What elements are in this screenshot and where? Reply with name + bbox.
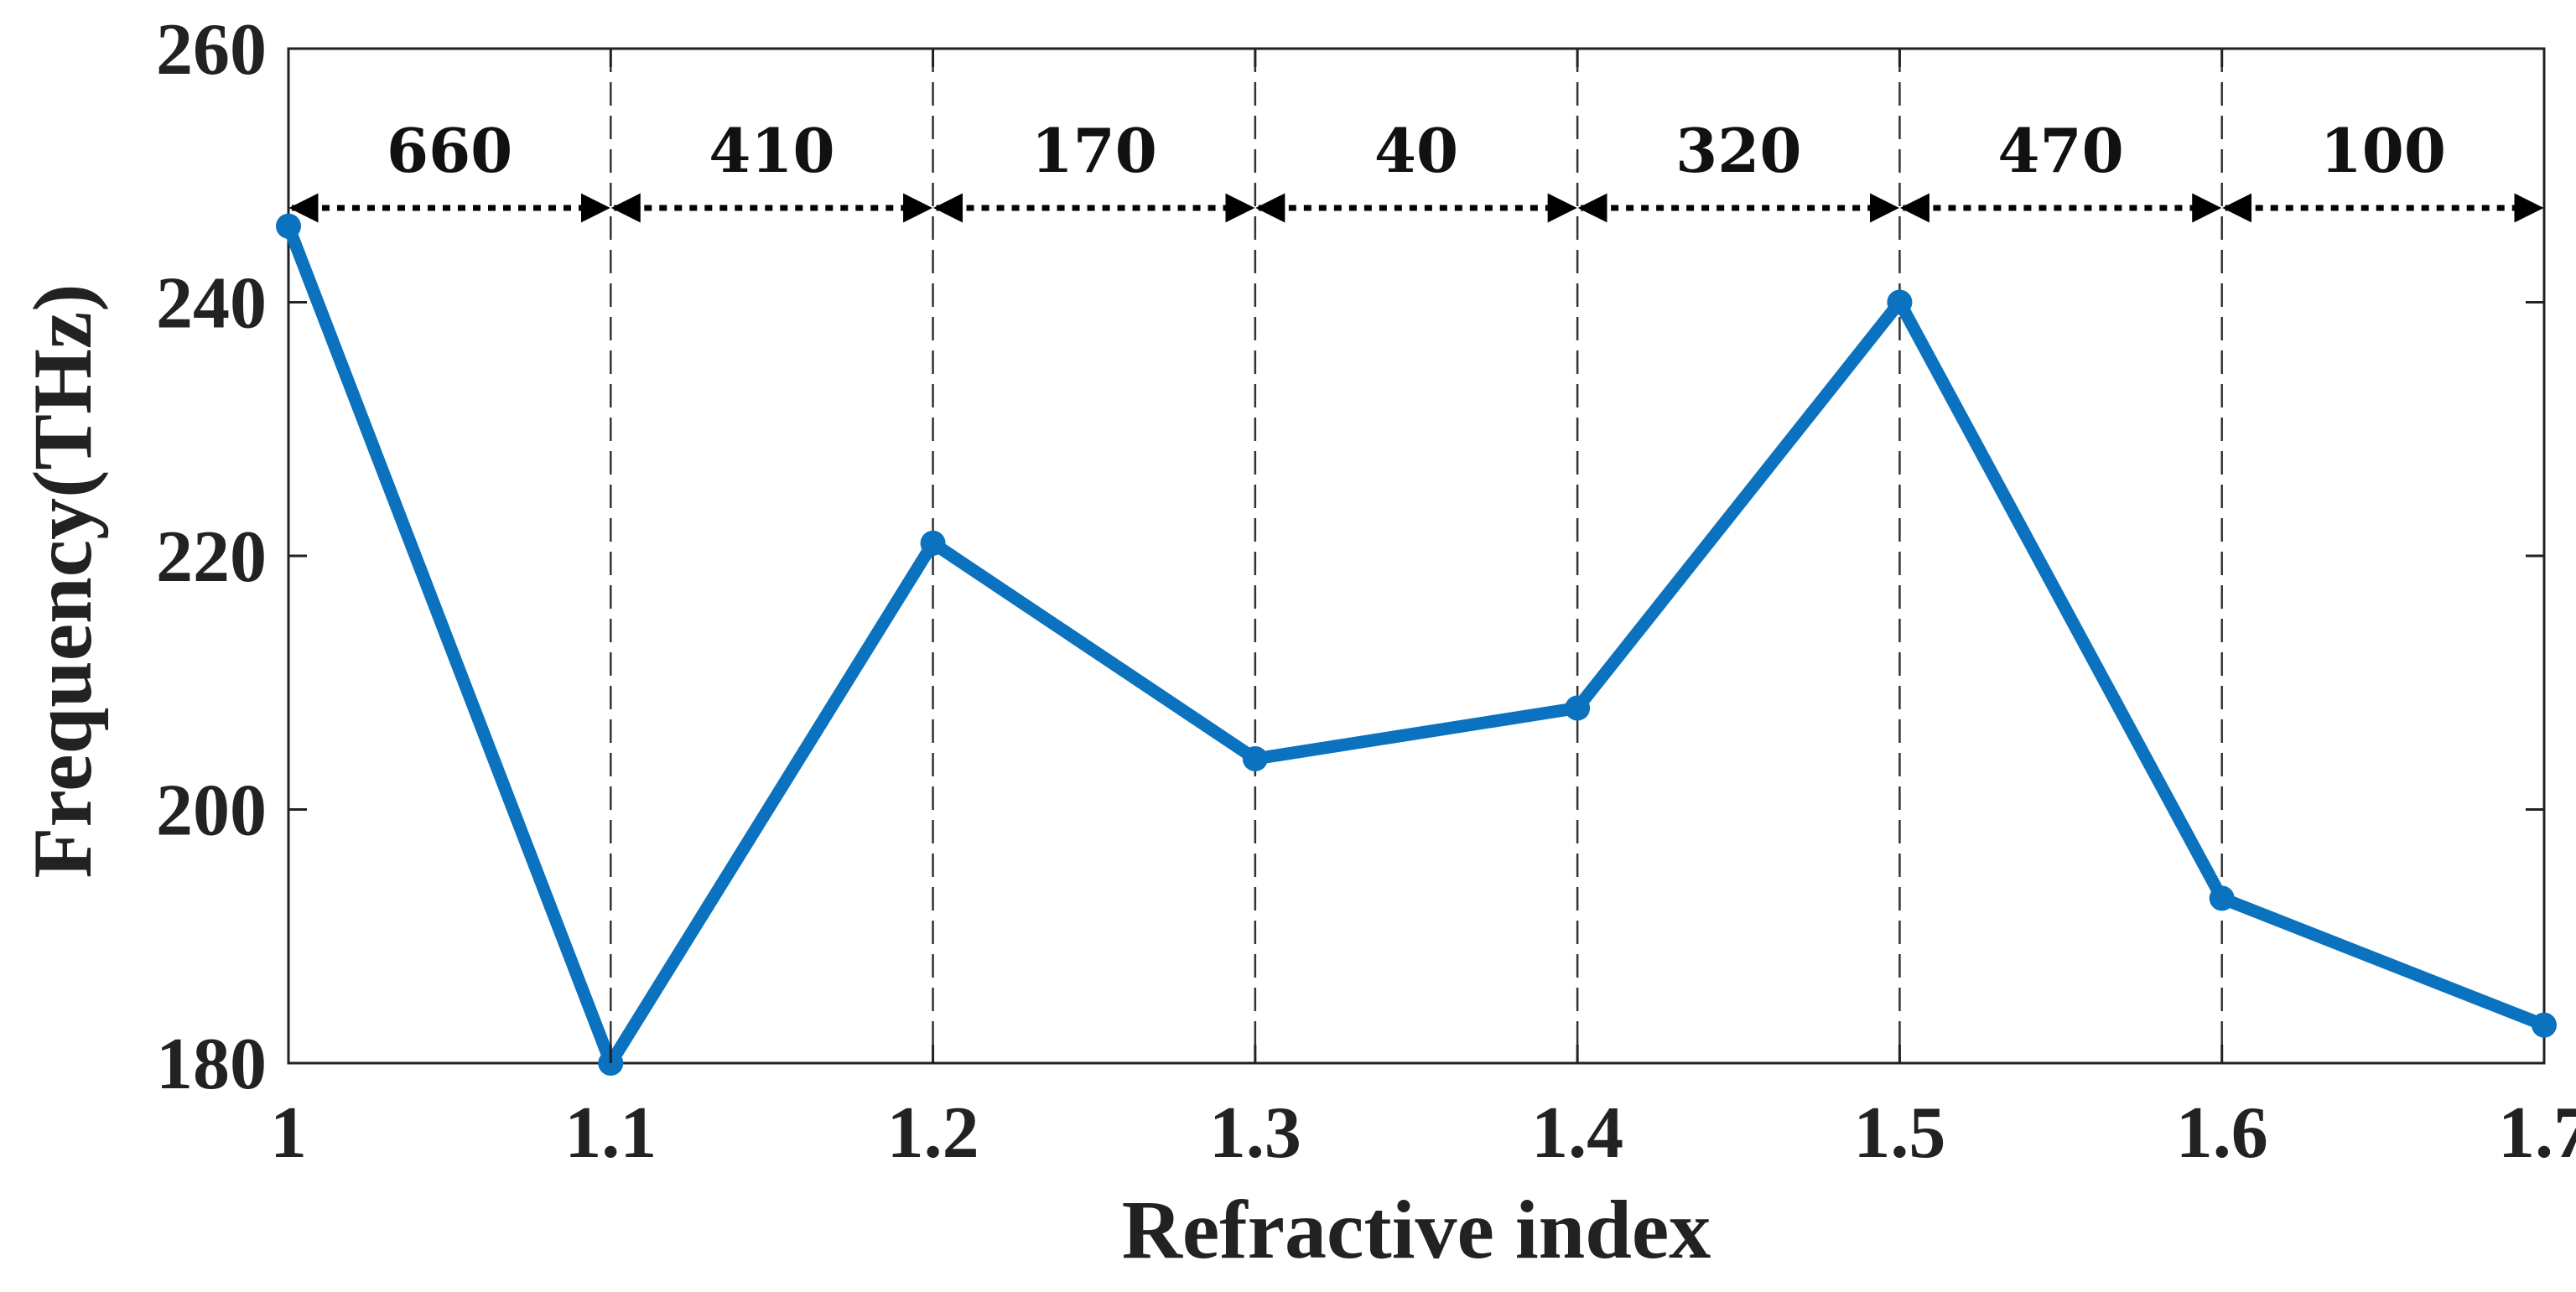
interval-label: 660: [387, 115, 512, 186]
vertical-guides: [610, 49, 2223, 1063]
x-tick-label: 1: [270, 1092, 307, 1174]
x-axis-label: Refractive index: [1122, 1183, 1711, 1276]
interval-annotations: 660 410 170 40 320 470 100: [288, 115, 2544, 223]
series-layer: [276, 213, 2557, 1076]
data-point: [1242, 746, 1268, 771]
x-tick-label: 1.7: [2498, 1092, 2576, 1174]
axis-ticks: 1 1.1 1.2 1.3 1.4 1.5 1.6 1.7 180 200 220 240 260: [156, 9, 2576, 1174]
interval-label: 40: [1374, 115, 1458, 186]
data-point: [1887, 289, 1913, 315]
x-tick-label: 1.1: [564, 1092, 657, 1174]
y-tick-label: 260: [156, 9, 267, 91]
y-tick-label: 180: [156, 1024, 267, 1105]
x-tick-label: 1.5: [1853, 1092, 1945, 1174]
x-tick-label: 1.4: [1531, 1092, 1623, 1174]
plot-border: [287, 47, 2546, 1065]
data-point: [2532, 1012, 2557, 1038]
data-point: [276, 213, 301, 239]
x-tick-label: 1.6: [2176, 1092, 2268, 1174]
plot-frame: [287, 47, 2546, 1065]
y-tick-label: 200: [156, 771, 267, 852]
interval-label: 470: [1997, 115, 2123, 186]
series-line: [282, 220, 2551, 1070]
x-tick-label: 1.2: [887, 1092, 979, 1174]
y-tick-label: 220: [156, 516, 267, 598]
interval-label: 410: [709, 115, 834, 186]
interval-label: 100: [2320, 115, 2446, 186]
interval-label: 320: [1675, 115, 1801, 186]
data-point: [1565, 695, 1591, 721]
y-tick-label: 240: [156, 263, 267, 345]
data-point: [920, 530, 946, 556]
interval-label: 170: [1031, 115, 1157, 186]
y-axis-label: Frequency(THz): [16, 283, 109, 878]
data-point: [2209, 885, 2235, 911]
x-tick-label: 1.3: [1209, 1092, 1301, 1174]
